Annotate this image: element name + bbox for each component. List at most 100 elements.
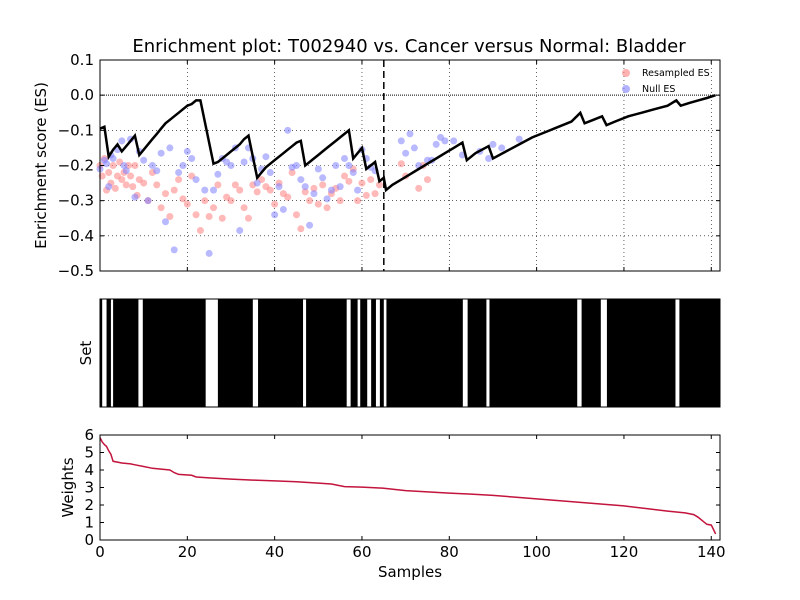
resampled-es-point	[218, 214, 226, 222]
resampled-es-point	[415, 184, 423, 192]
null-es-point	[402, 149, 410, 157]
resampled-es-point	[284, 193, 292, 201]
null-es-point	[271, 211, 279, 219]
set-gap	[252, 299, 259, 407]
null-es-point	[120, 162, 128, 169]
null-es-point	[122, 167, 130, 175]
set-gap	[577, 299, 582, 407]
x-tick-label: 20	[178, 543, 197, 561]
set-bar-background	[100, 299, 720, 407]
resampled-es-point	[336, 197, 344, 205]
set-frame	[99, 298, 721, 408]
null-es-point	[327, 186, 335, 194]
resampled-es-point	[371, 190, 379, 198]
resampled-es-point	[354, 197, 362, 205]
set-gap	[375, 299, 380, 407]
weights-y-tick-label: 0	[84, 531, 94, 549]
es-y-tick-label: −0.2	[58, 157, 94, 175]
resampled-es-point	[367, 176, 375, 184]
resampled-es-point	[170, 186, 178, 194]
set-gap	[367, 299, 372, 407]
null-es-point	[157, 149, 165, 157]
es-y-tick-label: −0.1	[58, 121, 94, 139]
resampled-es-point	[214, 181, 222, 189]
null-es-point	[301, 183, 309, 191]
resampled-es-point	[179, 195, 187, 203]
resampled-es-point	[175, 176, 183, 184]
es-y-tick-label: −0.4	[58, 227, 94, 245]
resampled-es-point	[166, 212, 174, 220]
set-gap	[346, 299, 351, 407]
weights-frame	[99, 434, 721, 541]
set-gap	[138, 299, 143, 407]
resampled-es-point	[192, 211, 200, 219]
resampled-es-point	[314, 200, 322, 208]
es-y-tick-label: −0.5	[58, 262, 94, 280]
set-gap	[357, 299, 361, 407]
null-es-point	[279, 205, 287, 213]
set-gaps	[102, 299, 680, 407]
es-y-tick-label: 0.1	[70, 51, 94, 69]
x-tick-label: 40	[265, 543, 284, 561]
null-es-point	[201, 186, 209, 194]
null-es-point	[336, 183, 344, 191]
weights-line	[99, 437, 717, 535]
x-tick-label: 60	[352, 543, 371, 561]
null-es-point	[148, 162, 156, 169]
null-es-point	[118, 137, 126, 145]
set-gap	[462, 299, 468, 407]
null-es-point	[297, 176, 305, 184]
resampled-es-point	[201, 197, 209, 205]
resampled-es-point	[210, 204, 218, 212]
null-es-point	[292, 162, 300, 169]
legend-null-label: Null ES	[642, 84, 675, 95]
x-ticks: 0 20 40 60 80 100 120 140	[95, 435, 726, 561]
weights-y-tick-label: 1	[84, 514, 94, 532]
null-es-point	[441, 137, 449, 145]
null-es-point	[240, 158, 248, 166]
null-es-point	[314, 165, 322, 173]
null-es-point	[179, 162, 187, 169]
x-tick-label: 120	[610, 543, 639, 561]
null-es-point	[397, 137, 405, 145]
null-es-point	[319, 174, 327, 182]
set-panel: Set	[77, 298, 721, 408]
es-y-axis-label: Enrichment score (ES)	[32, 82, 50, 249]
weights-y-tick-label: 5	[84, 444, 94, 462]
resampled-es-point	[153, 181, 161, 189]
weights-y-tick-label: 2	[84, 496, 94, 514]
resampled-es-point	[227, 197, 235, 205]
set-gap	[675, 299, 680, 407]
set-gap	[486, 299, 490, 407]
weights-y-tick-label: 4	[84, 461, 94, 479]
null-es-point	[131, 193, 139, 201]
resampled-es-point	[306, 197, 314, 205]
resampled-es-point	[157, 204, 165, 212]
set-gap	[102, 299, 107, 407]
null-es-point	[103, 160, 111, 168]
resampled-es-point	[161, 190, 169, 198]
resampled-es-point	[105, 169, 113, 177]
legend-resampled-label: Resampled ES	[642, 68, 710, 79]
null-es-point	[188, 154, 196, 162]
weights-y-axis-label: Weights	[59, 457, 77, 517]
null-es-point	[262, 153, 270, 161]
weights-y-tick-label: 6	[84, 426, 94, 444]
null-es-point	[105, 183, 113, 191]
weights-y-tick-label: 3	[84, 479, 94, 497]
resampled-es-point	[140, 179, 148, 187]
resampled-es-point	[244, 214, 252, 222]
legend-null-marker	[622, 85, 630, 93]
resampled-es-point	[310, 184, 318, 192]
x-tick-label: 80	[440, 543, 459, 561]
null-es-point	[284, 126, 292, 134]
resampled-es-point	[301, 188, 309, 196]
null-es-point	[489, 140, 497, 148]
null-es-point	[183, 147, 191, 155]
chart-title: Enrichment plot: T002940 vs. Cancer vers…	[132, 36, 686, 57]
resampled-es-point	[205, 212, 213, 220]
null-es-point	[345, 162, 353, 169]
resampled-es-point	[271, 200, 279, 208]
